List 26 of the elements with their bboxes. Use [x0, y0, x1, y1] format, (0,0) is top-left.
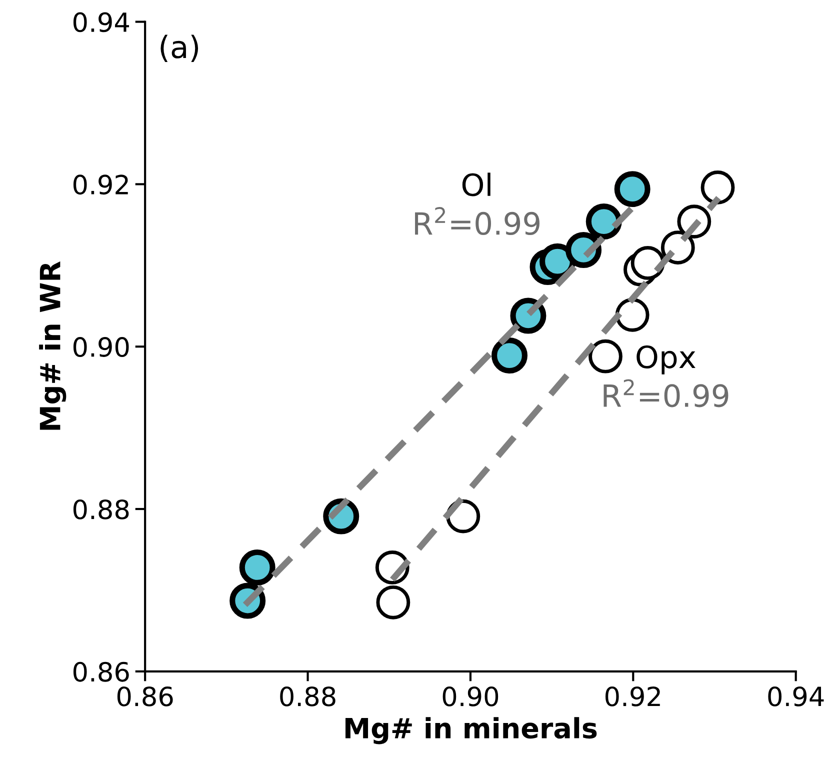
point: [239, 549, 276, 586]
x-tick-label: 0.94: [768, 686, 824, 706]
point: [630, 246, 665, 280]
point: [615, 298, 650, 332]
point: [492, 338, 528, 374]
x-tick-label: 0.88: [280, 686, 336, 706]
annotation: Ol: [462, 172, 490, 196]
y-tick-label: 0.92: [73, 174, 128, 195]
x-tick-label: 0.92: [606, 686, 660, 706]
y-tick-label: 0.94: [73, 12, 130, 32]
annotation: (a): [160, 34, 198, 62]
annotation: R$^{2}$=0.99: [415, 207, 540, 236]
y-tick-label: 0.90: [73, 337, 129, 357]
point: [376, 585, 410, 620]
x-tick-label: 0.86: [117, 686, 173, 706]
y-tick-label: 0.88: [73, 499, 129, 520]
y-tick-label: 0.86: [73, 662, 129, 682]
point: [586, 204, 622, 240]
y-axis-title: Mg# in WR: [39, 261, 66, 430]
point: [614, 171, 650, 208]
point: [588, 339, 622, 374]
x-tick-label: 0.90: [442, 686, 498, 706]
x-axis-title: Mg# in minerals: [346, 717, 597, 744]
annotation: Opx: [636, 345, 696, 374]
annotation: R$^{2}$=0.99: [604, 379, 728, 408]
point: [700, 170, 735, 204]
